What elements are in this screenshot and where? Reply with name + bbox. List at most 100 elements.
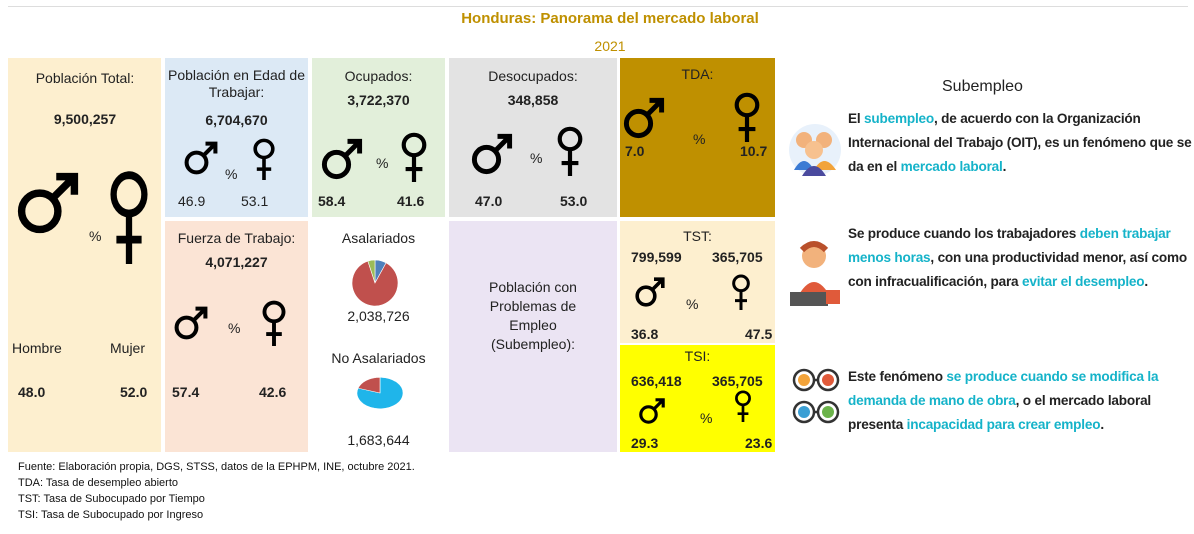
- value: 636,418: [631, 373, 682, 390]
- value: 7.0: [625, 143, 644, 160]
- value: 4,071,227: [165, 254, 308, 271]
- female-icon: [108, 170, 150, 264]
- stroke: [737, 95, 758, 115]
- stroke: [266, 321, 282, 346]
- title: Honduras: Panorama del mercado laboral: [380, 10, 840, 27]
- label: TDA:: [620, 66, 775, 83]
- stroke: [406, 155, 423, 182]
- label: Población Total:: [35, 70, 135, 87]
- value: 23.6: [745, 435, 772, 452]
- value: 10.7: [740, 143, 767, 160]
- stroke: [735, 291, 747, 310]
- male-icon: [173, 305, 209, 341]
- stroke: [204, 144, 216, 156]
- stroke: [495, 136, 509, 150]
- stroke: [654, 400, 663, 409]
- pct: %: [686, 296, 698, 313]
- value: 53.1: [241, 193, 268, 210]
- footnote: Fuente: Elaboración propia, DGS, STSS, d…: [18, 461, 415, 473]
- paragraph: Se produce cuando los trabajadores deben…: [848, 222, 1194, 294]
- label: Asalariados: [312, 230, 445, 247]
- pct: %: [225, 166, 237, 183]
- footnote: TST: Tasa de Subocupado por Tiempo: [18, 493, 205, 505]
- value: 46.9: [178, 193, 205, 210]
- female-icon: [734, 390, 752, 422]
- value: 42.6: [259, 384, 286, 401]
- label: Población en Edad de Trabajar:: [168, 67, 305, 101]
- highlight: mercado laboral: [901, 159, 1003, 174]
- value: 3,722,370: [312, 92, 445, 109]
- female-icon: [733, 92, 761, 142]
- value: 6,704,670: [168, 112, 305, 129]
- pct: %: [228, 320, 240, 337]
- highlight: subempleo: [864, 111, 934, 126]
- stroke: [187, 153, 207, 173]
- value: 41.6: [397, 193, 424, 210]
- stroke: [345, 141, 359, 155]
- male-icon: [15, 170, 81, 236]
- team-icon: [790, 364, 842, 438]
- label: Fuerza de Trabajo:: [165, 230, 308, 247]
- pct: %: [376, 155, 388, 172]
- stroke: [626, 111, 650, 135]
- male-icon: [634, 276, 666, 308]
- value: 348,858: [449, 92, 617, 109]
- highlight: evitar el desempleo: [1022, 274, 1144, 289]
- stroke: [177, 318, 197, 338]
- stroke: [652, 279, 662, 289]
- label: Mujer: [110, 340, 145, 357]
- stroke: [257, 157, 271, 180]
- value: 52.0: [120, 384, 147, 401]
- infographic: Honduras: Panorama del mercado laboral 2…: [0, 0, 1194, 534]
- value: 48.0: [18, 384, 45, 401]
- paragraph: Este fenómeno se produce cuando se modif…: [848, 365, 1194, 437]
- pct: %: [530, 150, 542, 167]
- pct: %: [693, 131, 705, 148]
- stroke: [734, 276, 749, 291]
- male-icon: [320, 137, 364, 181]
- text: .: [1003, 159, 1007, 174]
- pie: [350, 258, 400, 308]
- label: Ocupados:: [312, 68, 445, 85]
- pie: [355, 376, 405, 410]
- female-icon: [400, 132, 428, 182]
- label: Hombre: [12, 340, 62, 357]
- label: No Asalariados: [312, 350, 445, 367]
- text: Se produce cuando los trabajadores: [848, 226, 1080, 241]
- value: 799,599: [631, 249, 682, 266]
- stroke: [736, 392, 749, 405]
- stroke: [404, 135, 425, 155]
- value: 47.0: [475, 193, 502, 210]
- value: 1,683,644: [312, 432, 445, 449]
- label: TSI:: [620, 348, 775, 365]
- value: 365,705: [712, 373, 763, 390]
- stroke: [474, 147, 498, 171]
- people-icon: [788, 110, 842, 182]
- pct: %: [89, 228, 101, 245]
- stroke: [53, 177, 74, 198]
- value: 53.0: [560, 193, 587, 210]
- footnote: TSI: Tasa de Subocupado por Ingreso: [18, 509, 203, 521]
- female-icon: [556, 126, 584, 176]
- label: TST:: [620, 228, 775, 245]
- footnote: TDA: Tasa de desempleo abierto: [18, 477, 178, 489]
- stroke: [560, 129, 581, 149]
- stroke: [324, 152, 348, 176]
- stroke: [738, 405, 749, 422]
- worker-icon: [790, 240, 842, 310]
- value: 2,038,726: [312, 308, 445, 325]
- stroke: [116, 214, 141, 264]
- value: 47.5: [745, 326, 772, 343]
- stroke: [641, 407, 656, 422]
- stroke: [114, 175, 145, 213]
- highlight: incapacidad para crear empleo: [907, 417, 1101, 432]
- female-icon: [261, 300, 287, 346]
- stroke: [194, 309, 206, 321]
- label: Desocupados:: [449, 68, 617, 85]
- label: Población con Problemas de Empleo (Subem…: [478, 278, 588, 354]
- value: 9,500,257: [15, 111, 155, 128]
- paragraph: El subempleo, de acuerdo con la Organiza…: [848, 107, 1194, 179]
- value: 36.8: [631, 326, 658, 343]
- stroke: [647, 100, 661, 114]
- text: .: [1144, 274, 1148, 289]
